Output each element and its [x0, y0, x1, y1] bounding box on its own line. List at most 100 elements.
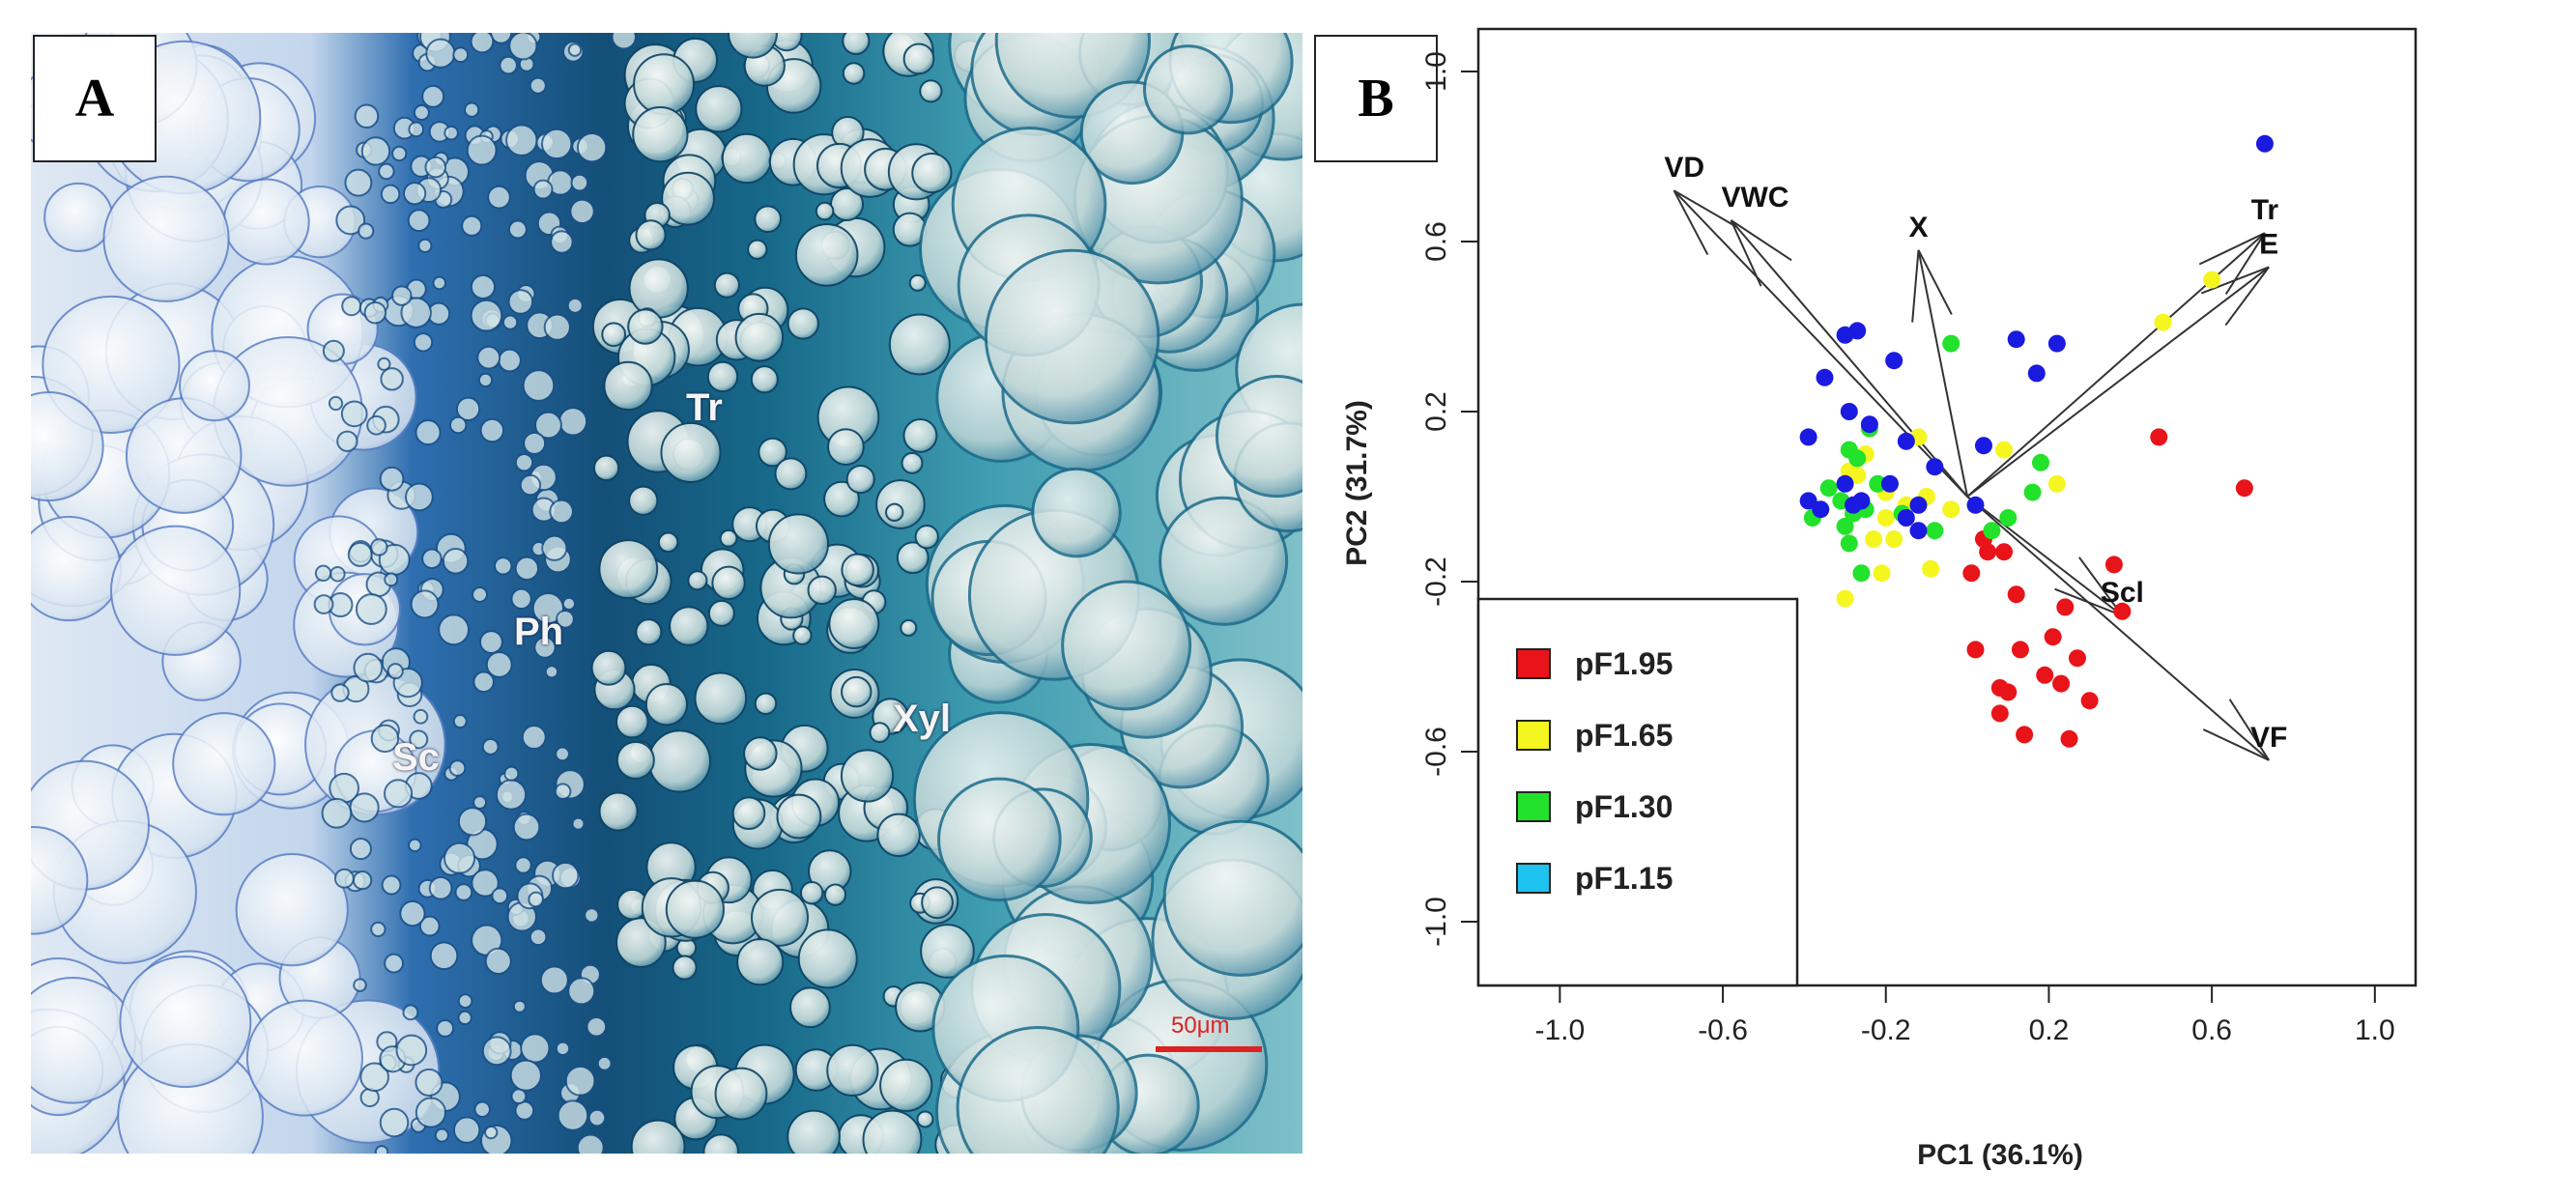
legend-swatch	[1516, 791, 1551, 822]
phloem-cell	[507, 289, 534, 315]
loading-arrow-vwc: VWC	[1721, 182, 1968, 498]
xylem-cell	[901, 451, 924, 474]
phloem-cell	[413, 332, 434, 353]
phloem-cell	[399, 899, 426, 927]
xylem-cell	[787, 1109, 841, 1154]
phloem-cell	[321, 797, 353, 829]
xylem-cell	[615, 740, 655, 780]
xylem-cell	[902, 43, 935, 75]
phloem-cell	[355, 593, 387, 625]
phloem-cell	[564, 1065, 596, 1097]
data-point	[2023, 483, 2042, 501]
phloem-cell	[498, 348, 522, 373]
legend-item: pF1.95	[1516, 646, 1673, 681]
phloem-cell	[448, 759, 467, 777]
phloem-cell	[378, 162, 395, 181]
data-point	[1897, 509, 1915, 527]
xylem-cell	[919, 79, 943, 103]
phloem-cell	[503, 765, 520, 782]
parenchyma-cell	[222, 178, 310, 266]
data-point	[2044, 628, 2062, 646]
phloem-cell	[461, 214, 483, 237]
phloem-cell	[576, 131, 608, 163]
phloem-cell	[407, 209, 431, 233]
phloem-cell	[436, 1018, 455, 1038]
data-point	[2060, 729, 2078, 748]
phloem-cell	[347, 541, 373, 567]
pith-cell	[1031, 467, 1122, 558]
phloem-cell	[491, 887, 509, 905]
xylem-cell	[823, 480, 860, 518]
phloem-cell	[354, 103, 380, 129]
xylem-cell	[828, 598, 880, 650]
xylem-cell	[627, 308, 664, 345]
y-tick-label: -1.0	[1420, 897, 1452, 947]
phloem-cell	[512, 813, 541, 841]
xylem-cell	[601, 322, 627, 348]
xylem-cell	[823, 883, 847, 906]
phloem-cell	[521, 725, 547, 751]
xylem-cell	[669, 606, 709, 646]
xylem-cell	[794, 223, 859, 287]
phloem-cell	[544, 665, 559, 679]
phloem-cell	[322, 339, 345, 362]
legend-swatch	[1516, 863, 1551, 894]
phloem-cell	[549, 499, 574, 525]
xylem-cell	[657, 531, 679, 554]
pith-cell	[1159, 496, 1289, 626]
pith-cell	[1061, 580, 1192, 711]
xylem-cell	[750, 365, 779, 394]
pith-cell	[984, 248, 1160, 425]
xylem-cell	[615, 704, 649, 739]
phloem-cell	[520, 1033, 551, 1064]
data-point	[1966, 496, 1985, 514]
phloem-cell	[479, 417, 505, 443]
y-tick-label: 0.6	[1420, 221, 1452, 262]
pith-cell	[1162, 819, 1302, 977]
xylem-cell	[635, 219, 667, 251]
data-point	[1962, 564, 1981, 583]
xylem-cell	[797, 928, 858, 989]
phloem-cell	[408, 121, 425, 138]
xylem-cell	[635, 618, 663, 646]
phloem-cell	[558, 407, 588, 437]
xylem-cell	[632, 105, 689, 163]
phloem-cell	[561, 596, 577, 612]
legend-label: pF1.95	[1575, 646, 1673, 681]
xylem-cell	[842, 33, 871, 55]
phloem-cell	[415, 1097, 446, 1128]
data-point	[1812, 500, 1830, 519]
phloem-cell	[452, 714, 468, 729]
xylem-cell	[751, 888, 809, 947]
phloem-cell	[409, 729, 429, 750]
data-point	[1983, 522, 2001, 540]
phloem-cell	[487, 185, 511, 210]
phloem-cell	[349, 838, 372, 861]
data-point	[2203, 271, 2221, 289]
phloem-cell	[438, 613, 471, 646]
xylem-cell	[767, 513, 829, 575]
phloem-cell	[481, 1036, 512, 1067]
phloem-cell	[570, 173, 589, 192]
phloem-cell	[443, 841, 476, 874]
xylem-cell	[719, 528, 738, 548]
phloem-cell	[473, 1100, 491, 1119]
data-point	[2104, 556, 2123, 574]
phloem-cell	[454, 883, 473, 901]
phloem-cell	[432, 275, 447, 291]
xylem-cell	[603, 360, 653, 412]
phloem-cell	[529, 76, 547, 95]
phloem-cell	[336, 430, 358, 452]
phloem-cell	[379, 466, 405, 492]
phloem-cell	[434, 1127, 449, 1143]
y-tick-label: -0.2	[1420, 556, 1452, 607]
phloem-cell	[552, 861, 580, 890]
tissue-label-tr: Tr	[686, 386, 723, 429]
phloem-cell	[403, 182, 427, 206]
data-point	[1869, 474, 1887, 493]
tissue-label-ph: Ph	[514, 611, 564, 653]
phloem-cell	[499, 55, 518, 75]
parenchyma-cell	[110, 525, 242, 656]
phloem-cell	[370, 538, 388, 556]
